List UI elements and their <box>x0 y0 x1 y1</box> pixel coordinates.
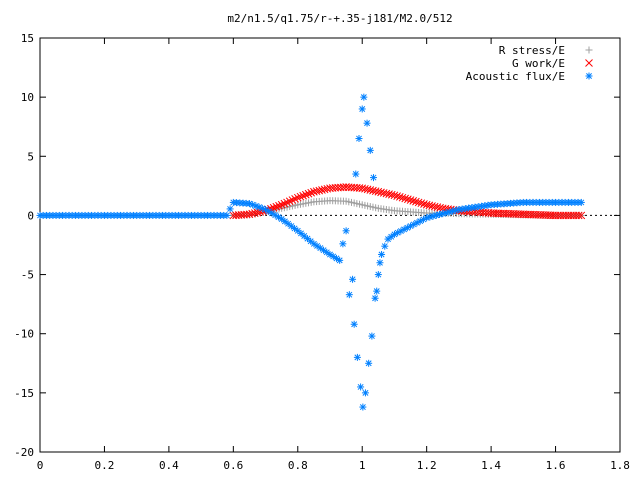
y-axis: 15 10 5 0 -5 -10 -15 -20 <box>14 32 620 459</box>
data-point <box>285 197 294 206</box>
data-point <box>291 224 299 232</box>
x-axis: 0 0.2 0.4 0.6 0.8 1 1.2 1.4 1.6 1.8 <box>37 38 630 472</box>
data-point <box>370 174 377 182</box>
data-point <box>291 195 299 203</box>
data-point <box>339 240 347 248</box>
x-tick-label: 1 <box>359 459 366 472</box>
data-point <box>283 198 291 207</box>
data-point <box>417 199 426 208</box>
x-tick-label: 0.6 <box>223 459 243 472</box>
data-point <box>395 193 404 201</box>
data-point <box>355 135 363 143</box>
data-point <box>398 193 407 202</box>
legend-label: G work/E <box>512 57 565 70</box>
data-point <box>414 198 423 207</box>
x-tick-label: 0.8 <box>288 459 308 472</box>
y-tick-label: -20 <box>14 446 34 459</box>
x-tick-label: 1.8 <box>610 459 630 472</box>
y-tick-label: -5 <box>21 269 34 282</box>
data-point <box>412 197 420 206</box>
x-tick-label: 0 <box>37 459 44 472</box>
x-tick-label: 0.4 <box>159 459 179 472</box>
series-1 <box>229 183 586 220</box>
data-point <box>574 211 583 220</box>
data-series <box>36 93 586 411</box>
chart-title: m2/n1.5/q1.75/r-+.35-j181/M2.0/512 <box>227 12 452 25</box>
data-point <box>296 192 305 201</box>
y-tick-label: -15 <box>14 387 34 400</box>
data-point <box>336 256 344 264</box>
y-tick-label: 0 <box>27 209 34 222</box>
series-2 <box>36 93 585 411</box>
data-point <box>301 190 310 199</box>
data-point <box>401 194 410 203</box>
data-point <box>288 196 297 204</box>
data-point <box>275 201 283 210</box>
data-point <box>360 93 368 101</box>
data-point <box>374 271 382 279</box>
x-tick-label: 1.6 <box>546 459 566 472</box>
legend-marker <box>585 72 593 80</box>
data-point <box>226 205 234 213</box>
data-point <box>376 259 384 267</box>
x-tick-label: 1.4 <box>481 459 501 472</box>
data-point <box>310 240 318 248</box>
legend-label: Acoustic flux/E <box>466 70 565 83</box>
data-point <box>365 359 373 367</box>
data-point <box>577 211 586 220</box>
data-point <box>352 170 360 178</box>
data-point <box>373 287 381 295</box>
data-point <box>393 192 401 200</box>
data-point <box>409 196 418 205</box>
data-point <box>381 242 389 250</box>
data-point <box>390 191 399 200</box>
y-tick-label: 10 <box>21 91 34 104</box>
data-point <box>304 189 313 198</box>
y-tick-label: 15 <box>21 32 34 45</box>
data-point <box>272 202 281 211</box>
data-point <box>416 217 424 225</box>
data-point <box>280 199 289 208</box>
data-point <box>361 389 369 397</box>
data-point <box>284 220 292 228</box>
data-point <box>577 198 585 206</box>
data-point <box>277 200 286 209</box>
x-tick-label: 0.2 <box>95 459 115 472</box>
legend-marker <box>585 46 593 54</box>
data-point <box>350 320 358 328</box>
data-point <box>368 332 376 340</box>
y-tick-label: -10 <box>14 328 34 341</box>
data-point <box>281 217 289 225</box>
data-point <box>406 196 415 204</box>
data-point <box>278 215 286 223</box>
data-point <box>371 294 379 302</box>
data-point <box>307 188 316 197</box>
data-point <box>342 227 350 235</box>
data-point <box>359 403 367 411</box>
data-point <box>378 250 386 258</box>
data-point <box>410 220 418 228</box>
data-point <box>345 291 353 299</box>
data-point <box>269 203 278 212</box>
data-point <box>363 119 371 127</box>
legend-label: R stress/E <box>499 44 565 57</box>
data-point <box>403 224 411 232</box>
data-point <box>293 193 302 202</box>
y-tick-label: 5 <box>27 150 34 163</box>
data-point <box>404 195 412 204</box>
data-point <box>366 146 374 154</box>
x-tick-label: 1.2 <box>417 459 437 472</box>
plot-frame <box>39 37 621 453</box>
data-point <box>349 275 357 283</box>
data-point <box>353 353 361 361</box>
legend-marker <box>585 59 593 67</box>
data-point <box>358 105 366 113</box>
data-point <box>223 211 231 219</box>
data-point <box>357 383 365 391</box>
data-point <box>299 191 308 200</box>
